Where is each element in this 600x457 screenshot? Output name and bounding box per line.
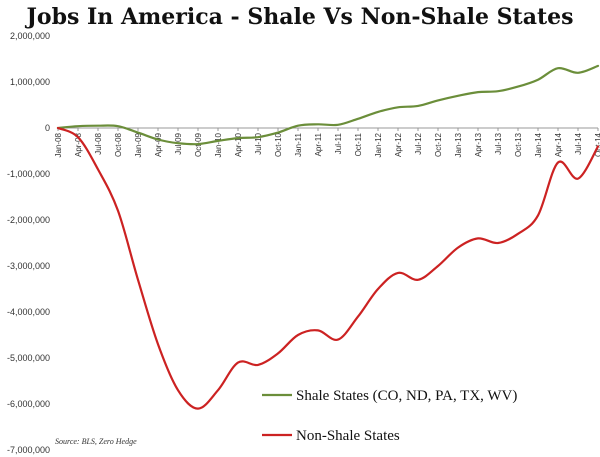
y-tick-label: 2,000,000 xyxy=(10,31,50,41)
x-tick-label: Jul-14 xyxy=(574,132,583,154)
x-tick-label: Jan-12 xyxy=(374,132,383,157)
x-tick-label: Oct-13 xyxy=(514,132,523,157)
x-tick-label: Jan-09 xyxy=(134,132,143,157)
x-tick-label: Jan-10 xyxy=(214,132,223,157)
x-tick-label: Jan-14 xyxy=(534,132,543,157)
x-tick-label: Jul-10 xyxy=(254,132,263,154)
x-tick-label: Apr-08 xyxy=(74,132,83,157)
y-tick-label: -5,000,000 xyxy=(7,353,50,363)
y-tick-label: -6,000,000 xyxy=(7,399,50,409)
y-tick-label: -7,000,000 xyxy=(7,445,50,455)
legend-label-0: Shale States (CO, ND, PA, TX, WV) xyxy=(296,388,517,404)
x-tick-label: Oct-10 xyxy=(274,132,283,157)
x-tick-label: Apr-10 xyxy=(234,132,243,157)
x-tick-label: Apr-11 xyxy=(314,132,323,156)
x-tick-label: Jul-08 xyxy=(94,132,103,154)
x-tick-label: Oct-14 xyxy=(594,132,600,157)
legend-label-1: Non-Shale States xyxy=(296,428,400,444)
x-tick-label: Jan-13 xyxy=(454,132,463,157)
y-tick-label: -1,000,000 xyxy=(7,169,50,179)
x-tick-label: Jul-12 xyxy=(414,132,423,154)
series-line-1 xyxy=(56,126,600,410)
y-axis: 2,000,000 1,000,000 0 -1,000,000 -2,000,000 -… xyxy=(7,31,598,455)
y-tick-label: -3,000,000 xyxy=(7,261,50,271)
x-tick-label: Jul-13 xyxy=(494,132,503,154)
legend: Shale States (CO, ND, PA, TX, WV) Non-Sha… xyxy=(262,388,517,444)
source-note: Source: BLS, Zero Hedge xyxy=(55,437,137,446)
y-tick-label: 1,000,000 xyxy=(10,77,50,87)
x-tick-label: Apr-09 xyxy=(154,132,163,157)
y-tick-label: -2,000,000 xyxy=(7,215,50,225)
x-tick-label: Oct-08 xyxy=(114,132,123,157)
y-tick-label: 0 xyxy=(45,123,50,133)
x-tick-label: Apr-12 xyxy=(394,132,403,157)
x-tick-label: Oct-11 xyxy=(354,132,363,156)
x-tick-label: Apr-14 xyxy=(554,132,563,157)
y-tick-label: -4,000,000 xyxy=(7,307,50,317)
chart-title: Jobs In America - Shale Vs Non-Shale Sta… xyxy=(24,4,573,30)
x-tick-label: Jan-11 xyxy=(294,132,303,156)
x-tick-label: Oct-12 xyxy=(434,132,443,157)
x-tick-label: Jan-08 xyxy=(54,132,63,157)
x-tick-label: Jul-11 xyxy=(334,132,343,154)
x-tick-label: Apr-13 xyxy=(474,132,483,157)
series-line-0 xyxy=(56,64,600,146)
plot-area xyxy=(56,64,600,410)
